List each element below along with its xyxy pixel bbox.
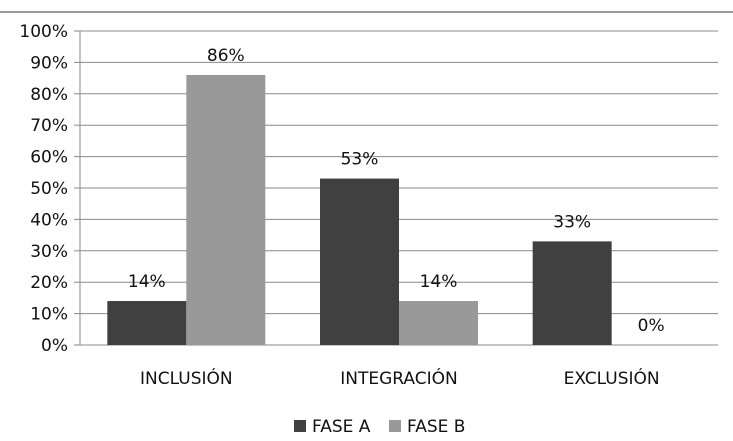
y-tick-label: 100% <box>19 22 68 42</box>
data-label: 14% <box>420 272 458 292</box>
bar-fase-b <box>186 75 265 345</box>
y-tick-label: 50% <box>30 179 68 199</box>
legend-swatch-fase-b <box>389 420 401 432</box>
y-tick-label: 0% <box>41 336 68 356</box>
legend-label: FASE B <box>407 417 465 437</box>
y-tick-label: 40% <box>30 210 68 230</box>
data-label: 0% <box>638 316 665 336</box>
y-tick-label: 10% <box>30 305 68 325</box>
x-category-label: INTEGRACIÓN <box>340 367 457 389</box>
legend-swatch-fase-a <box>294 420 306 432</box>
y-tick-label: 30% <box>30 242 68 262</box>
legend-label: FASE A <box>312 417 371 437</box>
y-tick-label: 20% <box>30 273 68 293</box>
bar-fase-a <box>107 301 186 345</box>
data-label: 33% <box>553 212 591 232</box>
y-tick-label: 60% <box>30 148 68 168</box>
y-tick-label: 80% <box>30 85 68 105</box>
x-category-label: EXCLUSIÓN <box>564 367 660 389</box>
data-label: 14% <box>128 272 166 292</box>
bar-fase-b <box>399 301 478 345</box>
y-tick-label: 90% <box>30 53 68 73</box>
bar-fase-a <box>533 241 612 345</box>
data-label: 53% <box>341 150 379 170</box>
data-label: 86% <box>207 46 245 66</box>
bar-fase-a <box>320 179 399 345</box>
y-tick-label: 70% <box>30 116 68 136</box>
x-category-label: INCLUSIÓN <box>140 367 233 389</box>
